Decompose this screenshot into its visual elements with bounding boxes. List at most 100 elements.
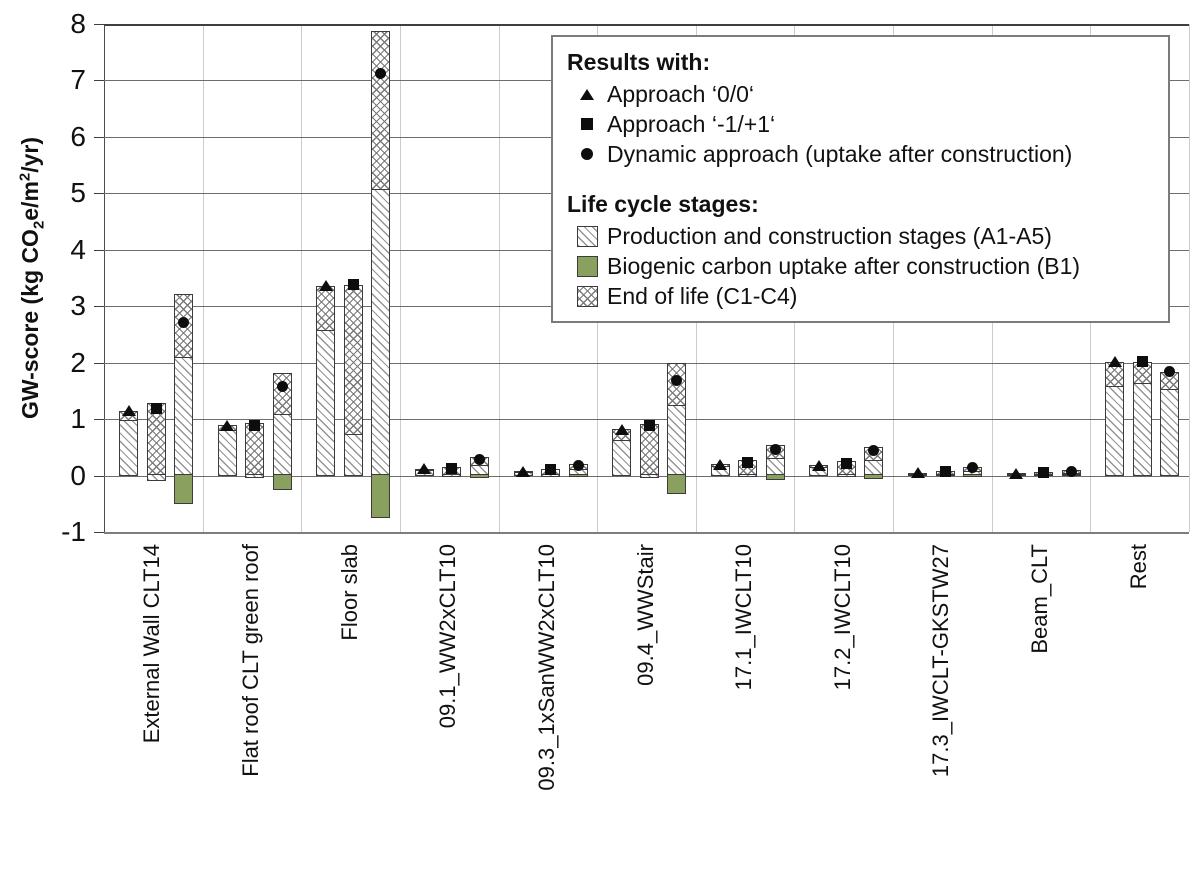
marker-square: [1038, 466, 1050, 478]
legend-item-label: Production and construction stages (A1-A…: [607, 223, 1052, 249]
segment-a1a5: [864, 459, 884, 476]
gridline: [104, 24, 1189, 26]
legend-item-biogenic-b1: Biogenic carbon uptake after constructio…: [567, 251, 1152, 281]
marker-triangle: [713, 458, 728, 470]
x-category-label: 09.3_1xSanWW2xCLT10: [533, 544, 559, 791]
segment-a1a5: [217, 429, 237, 476]
marker-circle: [967, 462, 979, 474]
y-tick-mark: [94, 249, 104, 251]
segment-a1a5: [667, 404, 687, 476]
marker-circle: [868, 445, 880, 457]
marker-triangle: [417, 463, 432, 475]
marker-circle: [1065, 465, 1077, 477]
marker-triangle: [121, 405, 136, 417]
plot-area: [94, 24, 1190, 534]
segment-a1a5: [343, 433, 363, 476]
marker-triangle: [220, 419, 235, 431]
segment-b1: [174, 474, 193, 504]
segment-c1c4: [1160, 371, 1180, 391]
legend-results-title: Results with:: [567, 49, 711, 75]
marker-circle: [178, 316, 189, 328]
legend-item-label: Dynamic approach (uptake after construct…: [607, 141, 1073, 167]
marker-square: [939, 466, 951, 478]
marker-triangle: [811, 459, 826, 471]
segment-c1c4: [343, 284, 363, 435]
segment-a1a5-below-zero: [245, 474, 265, 479]
segment-b1: [765, 474, 785, 481]
y-tick-label: 3: [70, 290, 86, 322]
legend-item-dynamic-approach: Dynamic approach (uptake after construct…: [567, 139, 1152, 169]
segment-a1a5: [316, 329, 336, 476]
marker-circle: [276, 381, 288, 393]
segment-a1a5: [272, 414, 292, 476]
gridline: [104, 362, 1189, 364]
triangle-marker-icon: [567, 88, 607, 100]
y-tick-label: 5: [70, 177, 86, 209]
segment-c1c4: [272, 372, 292, 416]
segment-c1c4: [1132, 361, 1152, 384]
marker-square: [545, 464, 557, 476]
y-tick-label: 1: [70, 403, 86, 435]
segment-a1a5: [119, 419, 138, 476]
y-tick-label: 8: [70, 8, 86, 39]
marker-square: [1136, 356, 1148, 368]
legend-stages-title: Life cycle stages:: [567, 191, 759, 217]
y-tick-label: 2: [70, 346, 86, 378]
marker-square: [742, 456, 754, 468]
segment-a1a5: [371, 188, 391, 476]
marker-circle: [1164, 366, 1176, 378]
y-tick-mark: [94, 193, 104, 195]
y-tick-label: 4: [70, 233, 86, 265]
gridline: [104, 532, 1189, 534]
segment-b1: [469, 474, 489, 478]
legend-item-label: Biogenic carbon uptake after constructio…: [607, 253, 1081, 279]
segment-b1: [568, 474, 588, 478]
category-gridline: [498, 24, 500, 532]
y-tick-label: 0: [70, 459, 86, 491]
y-tick-label: 7: [70, 64, 86, 96]
segment-b1: [963, 474, 983, 477]
x-category-label: Floor slab: [336, 544, 362, 641]
legend-item-production-a1a5: Production and construction stages (A1-A…: [567, 221, 1152, 251]
marker-triangle: [516, 465, 531, 477]
marker-triangle: [1009, 467, 1024, 479]
segment-a1a5: [1160, 388, 1180, 476]
y-tick-mark: [94, 306, 104, 308]
segment-b1: [371, 474, 391, 519]
x-category-label: 17.1_IWCLT10: [731, 544, 757, 691]
segment-c1c4: [316, 285, 336, 332]
marker-circle: [572, 459, 584, 471]
y-tick-mark: [94, 136, 104, 138]
segment-a1a5-below-zero: [639, 474, 659, 478]
segment-c1c4: [1105, 361, 1125, 387]
y-tick-mark: [94, 80, 104, 82]
category-gridline: [1189, 24, 1190, 532]
x-category-label: Rest: [1125, 544, 1151, 590]
segment-a1a5: [174, 357, 193, 476]
y-tick-mark: [94, 532, 104, 533]
segment-c1c4: [371, 30, 391, 190]
legend-item-end-of-life-c1c4: End of life (C1-C4): [567, 281, 1152, 311]
segment-b1: [272, 474, 292, 490]
segment-b1: [864, 474, 884, 479]
marker-square: [446, 462, 458, 474]
green-swatch-icon: [567, 255, 607, 277]
marker-triangle: [910, 467, 925, 479]
segment-a1a5-below-zero: [146, 474, 166, 482]
x-category-label: Flat roof CLT green roof: [237, 544, 263, 777]
crosshatch-swatch-icon: [567, 285, 607, 307]
legend-item-label: Approach ‘-1/+1‘: [607, 111, 776, 137]
legend-item-approach-minus1-plus1: Approach ‘-1/+1‘: [567, 109, 1152, 139]
marker-triangle: [1107, 356, 1122, 368]
y-axis-line: [104, 24, 105, 532]
marker-triangle: [318, 280, 333, 292]
diagonal-hatch-swatch-icon: [567, 225, 607, 247]
x-category-label: 09.4_WWStair: [632, 544, 658, 686]
marker-triangle: [614, 423, 629, 435]
y-tick-mark: [94, 419, 104, 421]
marker-circle: [473, 453, 485, 465]
category-gridline: [301, 24, 303, 532]
segment-c1c4: [245, 423, 265, 476]
segment-b1: [667, 474, 687, 494]
x-category-label: 17.2_IWCLT10: [829, 544, 855, 691]
